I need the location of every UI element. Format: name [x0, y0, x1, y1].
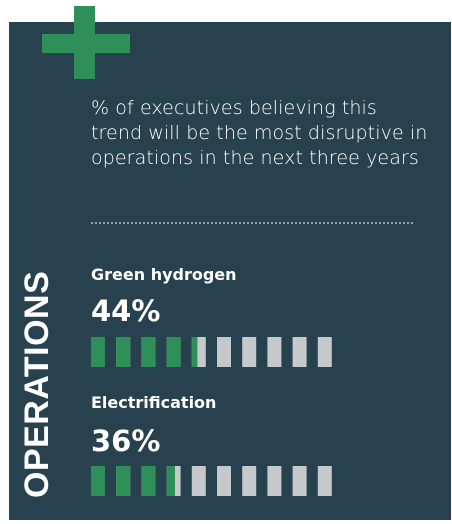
value-label-electrification: 36% — [91, 424, 161, 458]
bar-green-hydrogen — [91, 337, 332, 367]
category-label-electrification: Electrification — [91, 393, 217, 412]
dotted-divider — [91, 222, 413, 224]
bar-segment-filled-green-hydrogen — [91, 337, 105, 367]
bar-segment-empty-electrification — [242, 466, 257, 496]
bar-segment-filled-green-hydrogen — [166, 337, 181, 367]
bar-segment-filled-green-hydrogen — [116, 337, 131, 367]
bar-segment-empty-electrification — [267, 466, 282, 496]
plus-icon-horizontal — [42, 34, 130, 53]
bar-segment-filled-electrification — [91, 466, 105, 496]
bar-segment-empty-green-hydrogen — [267, 337, 282, 367]
bar-electrification — [91, 466, 332, 496]
bar-segment-filled-electrification — [141, 466, 156, 496]
bar-segment-empty-electrification — [317, 466, 332, 496]
bar-segment-empty-electrification — [292, 466, 307, 496]
bar-segment-empty-electrification — [191, 466, 206, 496]
chart-description: % of executives believing this trend wil… — [91, 97, 428, 169]
bar-segment-empty-electrification — [217, 466, 231, 496]
bar-segment-filled-electrification — [166, 466, 175, 496]
value-label-green-hydrogen: 44% — [91, 294, 161, 328]
section-label: OPERATIONS — [18, 270, 56, 498]
bar-segment-empty-green-hydrogen — [217, 337, 231, 367]
bar-segment-filled-green-hydrogen — [141, 337, 156, 367]
bar-segment-filled-electrification — [116, 466, 131, 496]
bar-segment-filled-green-hydrogen — [191, 337, 198, 367]
bar-segment-empty-green-hydrogen — [242, 337, 257, 367]
category-label-green-hydrogen: Green hydrogen — [91, 265, 237, 284]
bar-segment-empty-green-hydrogen — [292, 337, 307, 367]
operations-panel — [9, 22, 451, 520]
bar-segment-empty-green-hydrogen — [317, 337, 332, 367]
